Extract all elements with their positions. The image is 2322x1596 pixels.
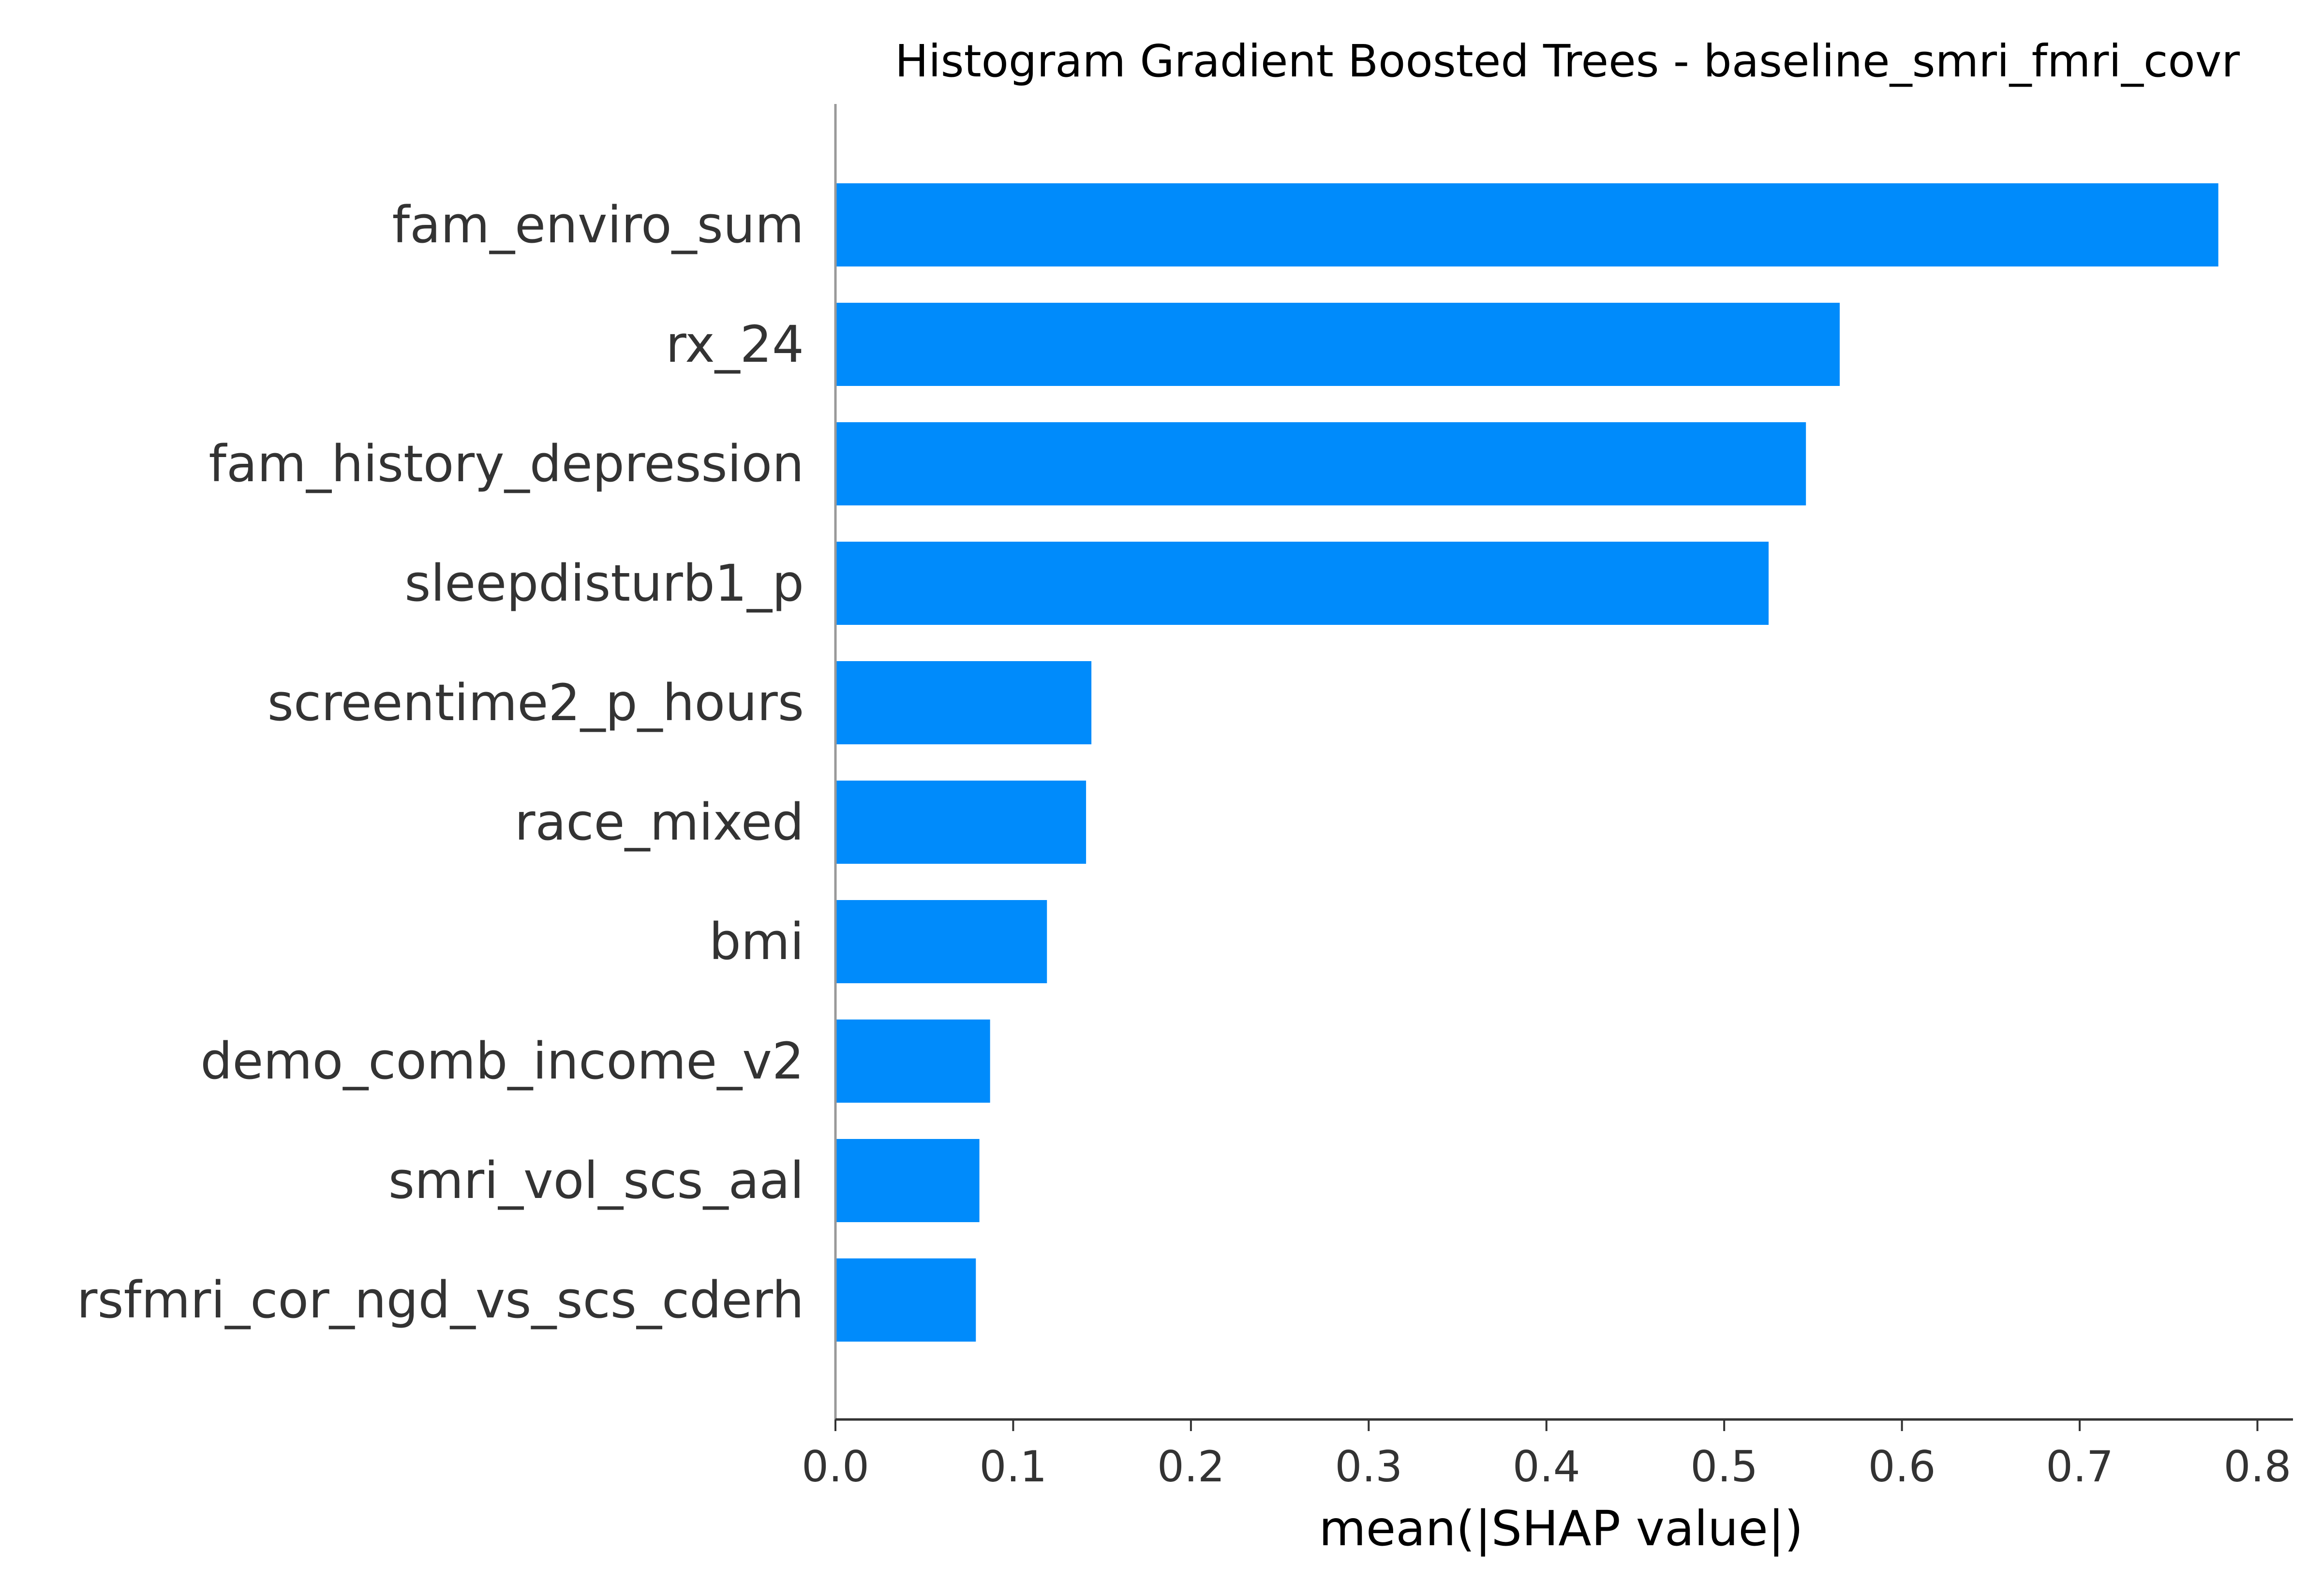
x-tick-label: 0.6 bbox=[1868, 1442, 1936, 1492]
category-label-smri_vol_scs_aal: smri_vol_scs_aal bbox=[388, 1151, 804, 1210]
bar-demo_comb_income_v2 bbox=[835, 1020, 990, 1103]
bar-rx_24 bbox=[835, 303, 1840, 386]
x-tick-label: 0.7 bbox=[2046, 1442, 2114, 1492]
x-axis-label: mean(|SHAP value|) bbox=[1319, 1500, 1803, 1557]
category-label-screentime2_p_hours: screentime2_p_hours bbox=[268, 673, 804, 732]
bar-smri_vol_scs_aal bbox=[835, 1139, 980, 1222]
category-label-sleepdisturb1_p: sleepdisturb1_p bbox=[404, 554, 804, 613]
category-label-rsfmri_cor_ngd_vs_scs_cderh: rsfmri_cor_ngd_vs_scs_cderh bbox=[77, 1271, 804, 1330]
x-ticks-group: 0.0 0.1 0.2 0.3 0.4 0.5 0.6 0.7 0.8 bbox=[802, 1419, 2291, 1492]
bar-race_mixed bbox=[835, 781, 1087, 864]
bar-fam_enviro_sum bbox=[835, 183, 2218, 266]
category-label-demo_comb_income_v2: demo_comb_income_v2 bbox=[200, 1032, 804, 1091]
chart-title: Histogram Gradient Boosted Trees - basel… bbox=[895, 35, 2240, 87]
x-tick-label: 0.2 bbox=[1157, 1442, 1225, 1492]
category-label-fam_history_depression: fam_history_depression bbox=[208, 434, 804, 493]
category-label-fam_enviro_sum: fam_enviro_sum bbox=[392, 195, 804, 254]
bar-screentime2_p_hours bbox=[835, 661, 1092, 744]
category-label-race_mixed: race_mixed bbox=[515, 793, 804, 852]
x-tick-label: 0.4 bbox=[1513, 1442, 1580, 1492]
x-tick-label: 0.8 bbox=[2224, 1442, 2292, 1492]
category-labels-group: fam_enviro_sum rx_24 fam_history_depressio… bbox=[77, 195, 804, 1330]
bar-bmi bbox=[835, 900, 1047, 983]
bars-group bbox=[835, 183, 2218, 1342]
bar-fam_history_depression bbox=[835, 422, 1806, 505]
x-tick-label: 0.1 bbox=[979, 1442, 1047, 1492]
x-tick-label: 0.0 bbox=[802, 1442, 869, 1492]
x-tick-label: 0.5 bbox=[1690, 1442, 1758, 1492]
bar-sleepdisturb1_p bbox=[835, 542, 1769, 625]
x-tick-label: 0.3 bbox=[1335, 1442, 1402, 1492]
bar-rsfmri_cor_ngd_vs_scs_cderh bbox=[835, 1258, 976, 1342]
category-label-bmi: bmi bbox=[709, 912, 804, 971]
category-label-rx_24: rx_24 bbox=[666, 315, 804, 374]
